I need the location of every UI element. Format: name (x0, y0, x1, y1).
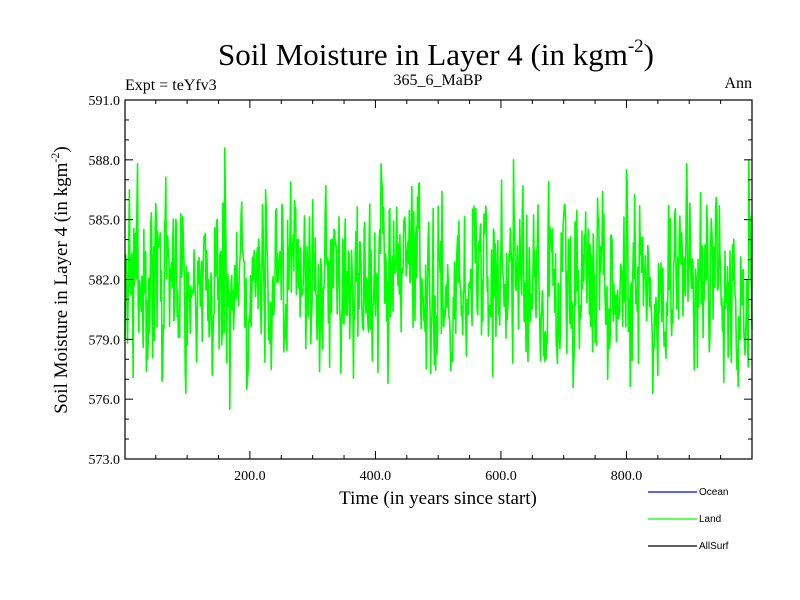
x-tick-label: 600.0 (485, 469, 517, 484)
y-tick-label: 576.0 (89, 393, 121, 408)
y-tick-label: 591.0 (89, 94, 121, 109)
subtitle-season: Ann (724, 75, 752, 92)
plot-frame (124, 99, 753, 460)
y-tick-label: 579.0 (89, 333, 121, 348)
subtitle-experiment: Expt = teYfv3 (125, 77, 217, 94)
x-tick-label: 800.0 (611, 469, 643, 484)
subtitle-period: 365_6_MaBP (394, 72, 483, 89)
y-tick-label: 588.0 (89, 154, 121, 169)
y-axis-label: Soil Moisture in Layer 4 (in kgm-2) (48, 146, 72, 414)
y-tick-label: 573.0 (89, 453, 121, 468)
series-layer (124, 147, 753, 410)
chart-title: Soil Moisture in Layer 4 (in kgm-2) (218, 36, 654, 72)
axis-ticks: 573.0 576.0 579.0 582.0 585.0 588.0 591.0 200.0… (89, 94, 752, 484)
y-tick-label: 582.0 (89, 274, 121, 289)
legend-label-land: Land (699, 514, 721, 525)
legend-label-ocean: Ocean (699, 487, 728, 498)
x-tick-label: 200.0 (234, 469, 266, 484)
legend-label-allsurf: AllSurf (699, 541, 729, 552)
x-axis-label: Time (in years since start) (339, 488, 537, 509)
legend: Ocean Land AllSurf (648, 487, 729, 552)
x-tick-label: 400.0 (360, 469, 392, 484)
series-line-land (124, 147, 753, 410)
y-tick-label: 585.0 (89, 214, 121, 229)
